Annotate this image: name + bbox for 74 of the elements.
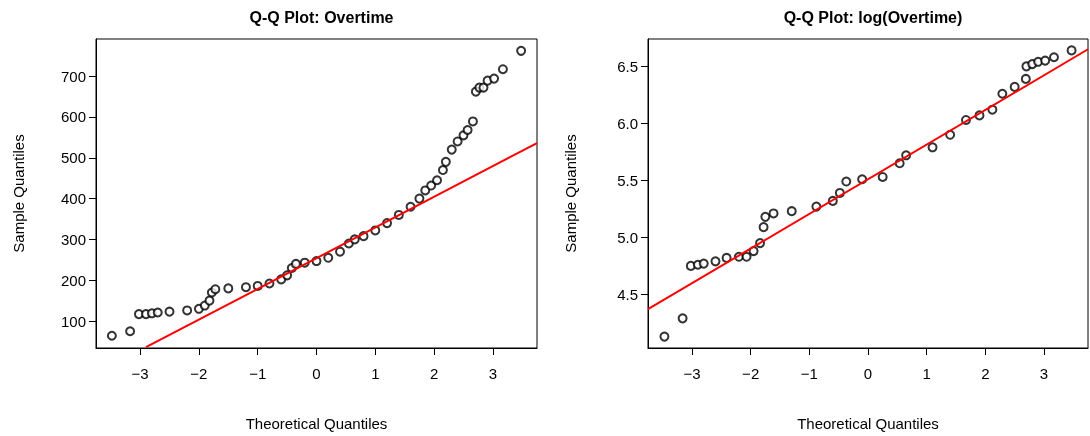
- point: [446, 144, 457, 155]
- point: [452, 136, 463, 147]
- point: [677, 313, 688, 324]
- x-axis-title: Theoretical Quantiles: [245, 415, 388, 432]
- point: [106, 330, 117, 341]
- point: [1040, 55, 1051, 66]
- x-tick-label: −3: [683, 365, 701, 382]
- y-tick-label: 5.0: [617, 228, 638, 246]
- y-axis-title: Sample Quantiles: [562, 134, 579, 253]
- point: [420, 185, 431, 196]
- point: [516, 45, 527, 56]
- x-tick-label: 2: [981, 365, 990, 382]
- point: [204, 295, 215, 306]
- point: [927, 142, 938, 153]
- chart-title: Q-Q Plot: Overtime: [249, 8, 394, 26]
- point: [440, 156, 451, 167]
- point: [432, 175, 443, 186]
- point: [698, 258, 709, 269]
- point: [335, 246, 346, 257]
- point: [437, 165, 448, 176]
- point: [467, 116, 478, 127]
- point: [760, 211, 771, 222]
- x-tick-label: −2: [190, 365, 208, 382]
- y-tick-label: 300: [60, 230, 86, 248]
- x-tick-label: 0: [312, 365, 321, 382]
- point: [426, 180, 437, 191]
- point: [223, 283, 234, 294]
- x-tick-label: −1: [249, 365, 267, 382]
- point: [497, 64, 508, 75]
- point: [877, 171, 888, 182]
- point: [210, 284, 221, 295]
- point: [1066, 45, 1077, 56]
- x-tick-label: 2: [429, 365, 439, 382]
- y-tick-label: 6.0: [617, 114, 638, 132]
- x-tick-label: −1: [800, 365, 818, 382]
- chart-title: Q-Q Plot: log(Overtime): [783, 8, 963, 26]
- y-tick-label: 5.5: [617, 171, 638, 189]
- x-tick-label: 0: [863, 365, 873, 382]
- y-tick-label: 600: [60, 108, 86, 126]
- y-tick-label: 200: [60, 271, 86, 289]
- x-axis-title: Theoretical Quantiles: [797, 415, 939, 432]
- point: [414, 193, 425, 204]
- point: [710, 256, 721, 267]
- point: [462, 125, 473, 136]
- point: [152, 307, 163, 318]
- point: [786, 206, 797, 217]
- point: [1048, 52, 1059, 63]
- point: [182, 305, 193, 316]
- x-tick-label: 3: [488, 365, 498, 382]
- point: [240, 282, 251, 293]
- y-axis-title: Sample Quantiles: [10, 134, 27, 253]
- x-tick-label: 1: [371, 365, 380, 382]
- point: [164, 306, 175, 317]
- point: [1009, 81, 1020, 92]
- y-tick-label: 500: [60, 149, 86, 167]
- point: [997, 88, 1008, 99]
- point: [768, 208, 779, 219]
- x-tick-label: 1: [922, 365, 931, 382]
- point: [323, 252, 334, 263]
- x-tick-label: −2: [742, 365, 760, 382]
- y-tick-label: 400: [60, 190, 86, 208]
- point: [758, 222, 769, 233]
- point: [489, 73, 500, 84]
- y-tick-label: 700: [60, 67, 86, 85]
- point: [659, 331, 670, 342]
- point: [741, 251, 752, 262]
- y-tick-label: 4.5: [617, 285, 638, 303]
- point: [1020, 73, 1031, 84]
- y-tick-label: 100: [60, 312, 86, 330]
- point: [841, 176, 852, 187]
- point: [125, 326, 136, 337]
- x-tick-label: 3: [1039, 365, 1049, 382]
- y-tick-label: 6.5: [617, 57, 638, 75]
- x-tick-label: −3: [131, 365, 149, 382]
